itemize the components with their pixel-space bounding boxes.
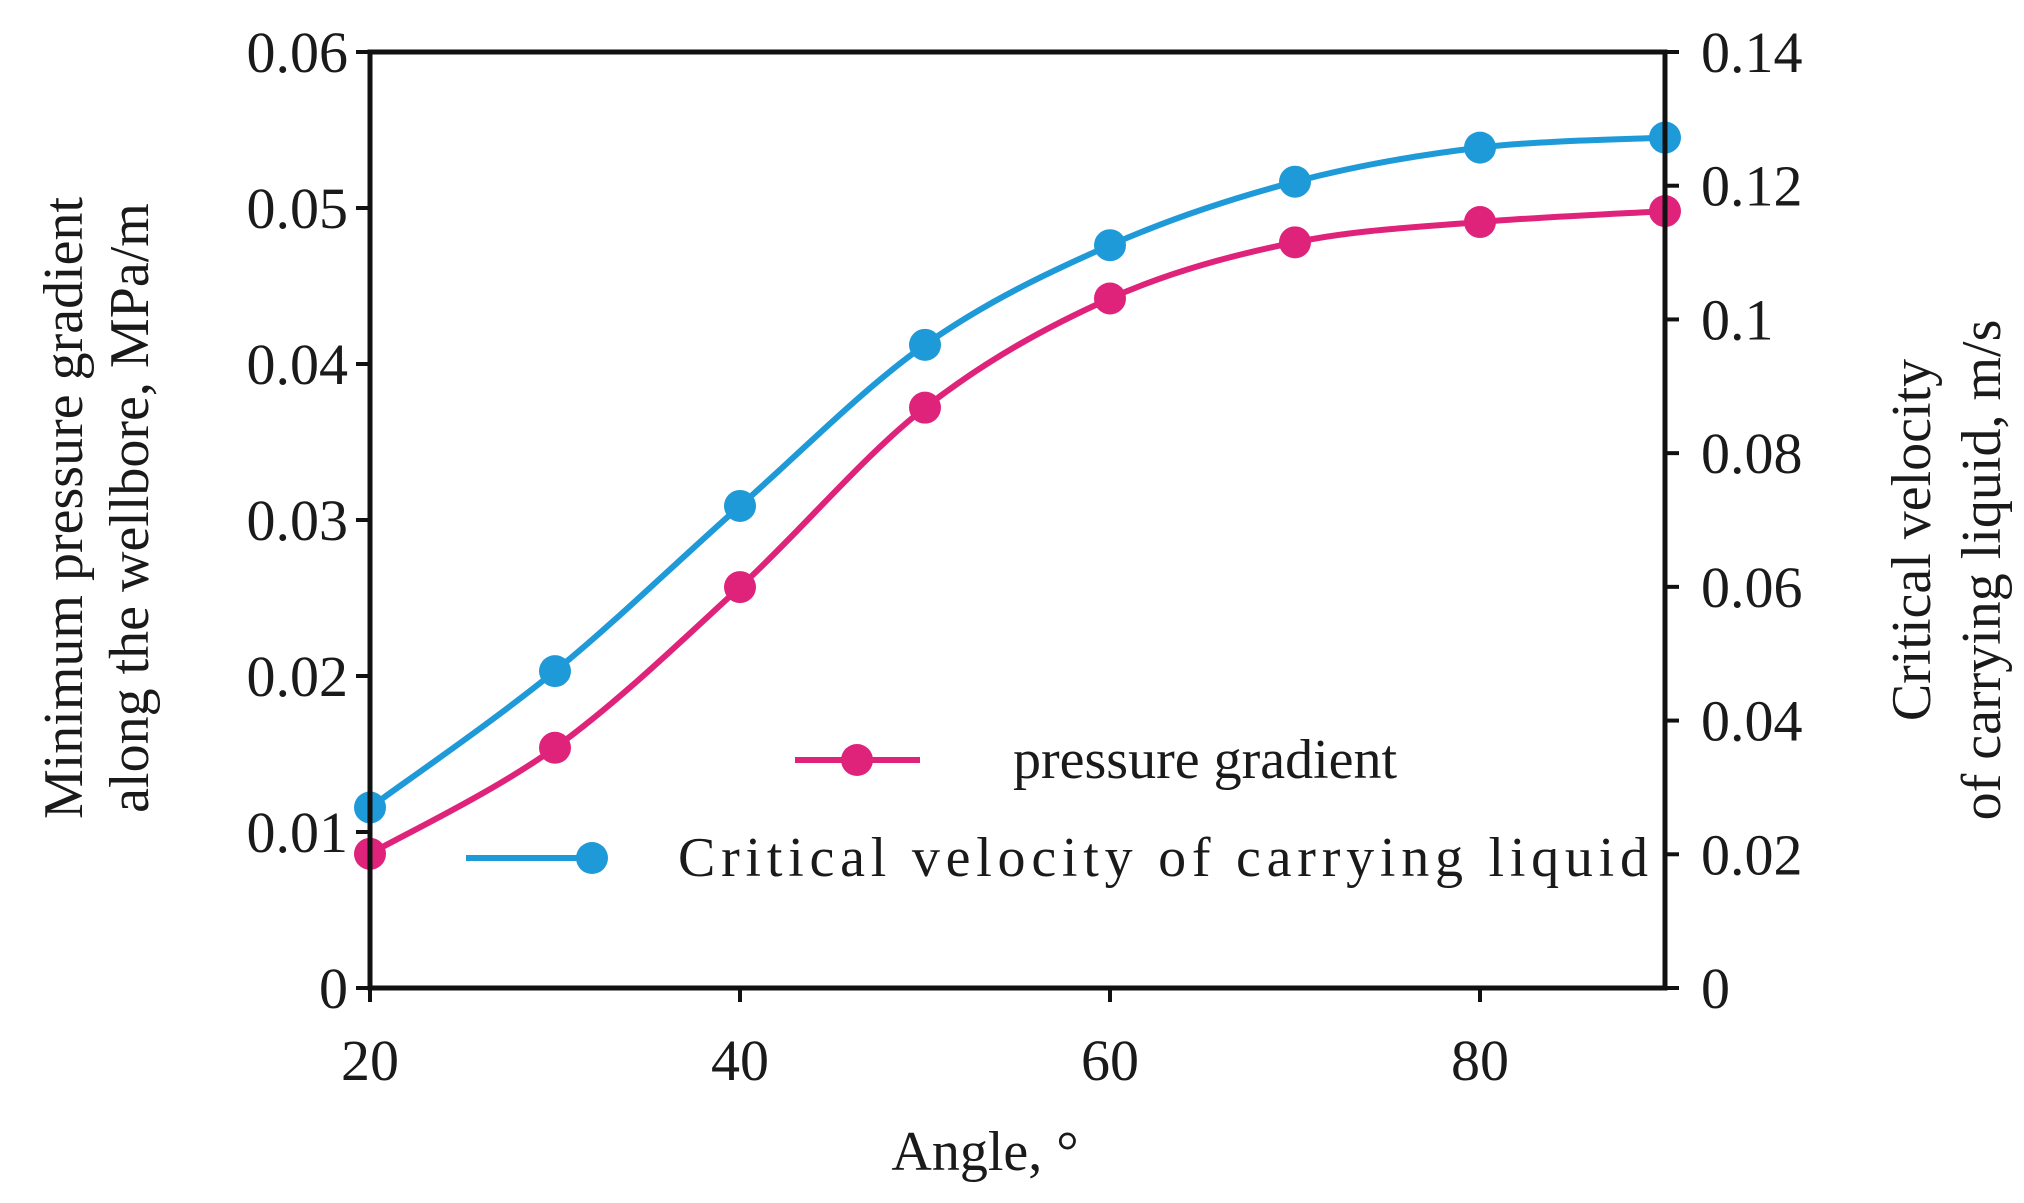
data-point-critical-velocity: [539, 655, 571, 688]
legend-marker-critical-velocity: [576, 842, 608, 874]
y-right-axis-ticks: 0 0.02 0.04 0.06 0.08 0.1 0.12 0.14: [1665, 20, 1803, 1021]
plot-frame: [367, 49, 1668, 991]
y-right-tick-label: 0.02: [1701, 822, 1803, 887]
y-right-tick-label: 0.1: [1701, 287, 1774, 352]
y-left-tick-label: 0.03: [247, 488, 349, 553]
x-tick-label: 40: [711, 1028, 769, 1093]
y-left-axis-title-line-2: along the wellbore, MPa/m: [99, 203, 161, 813]
y-left-axis-title-line-1: Minimum pressure gradient: [33, 197, 95, 820]
y-left-tick-label: 0.06: [247, 20, 349, 85]
series-line-pressure-gradient: [368, 208, 1666, 857]
y-left-tick-label: 0.04: [247, 332, 349, 397]
series-points: [354, 121, 1681, 870]
data-point-pressure-gradient: [724, 571, 756, 604]
y-right-tick-label: 0.08: [1701, 421, 1803, 486]
data-point-critical-velocity: [1094, 229, 1126, 262]
y-left-tick-label: 0: [319, 956, 348, 1021]
data-point-pressure-gradient: [909, 391, 941, 424]
x-tick-label: 80: [1451, 1028, 1509, 1093]
data-point-pressure-gradient: [1094, 282, 1126, 315]
legend-label-critical-velocity: Critical velocity of carrying liquid: [678, 827, 1648, 889]
y-right-tick-label: 0: [1701, 956, 1730, 1021]
y-right-tick-label: 0.06: [1701, 555, 1803, 620]
data-point-pressure-gradient: [1464, 206, 1496, 239]
y-left-tick-label: 0.01: [247, 800, 349, 865]
legend-label-pressure-gradient: pressure gradient: [1013, 729, 1398, 791]
y-left-axis-ticks: 0 0.01 0.02 0.03 0.04 0.05 0.06: [247, 20, 370, 1021]
y-right-tick-label: 0.04: [1701, 689, 1803, 754]
x-tick-label: 60: [1081, 1028, 1139, 1093]
y-right-axis-title-line-1: Critical velocity: [1881, 359, 1943, 721]
y-left-axis-title: Minimum pressure gradient along the well…: [33, 197, 161, 820]
y-right-axis-title-line-2: of carrying liquid, m/s: [1951, 320, 2013, 821]
y-right-tick-label: 0.12: [1701, 154, 1803, 219]
data-point-critical-velocity: [1279, 165, 1311, 198]
x-tick-label: 20: [341, 1028, 399, 1093]
data-point-critical-velocity: [1464, 131, 1496, 164]
data-point-critical-velocity: [909, 328, 941, 361]
x-axis-ticks: 20 40 60 80: [341, 988, 1509, 1093]
y-right-axis-title: Critical velocity of carrying liquid, m/…: [1881, 320, 2013, 821]
data-point-critical-velocity: [724, 489, 756, 522]
y-left-tick-label: 0.02: [247, 644, 349, 709]
data-point-pressure-gradient: [1279, 226, 1311, 259]
y-left-tick-label: 0.05: [247, 176, 349, 241]
data-point-pressure-gradient: [539, 731, 571, 764]
y-right-tick-label: 0.14: [1701, 20, 1803, 85]
x-axis-title: Angle, °: [891, 1121, 1078, 1183]
legend-marker-pressure-gradient: [841, 744, 873, 776]
